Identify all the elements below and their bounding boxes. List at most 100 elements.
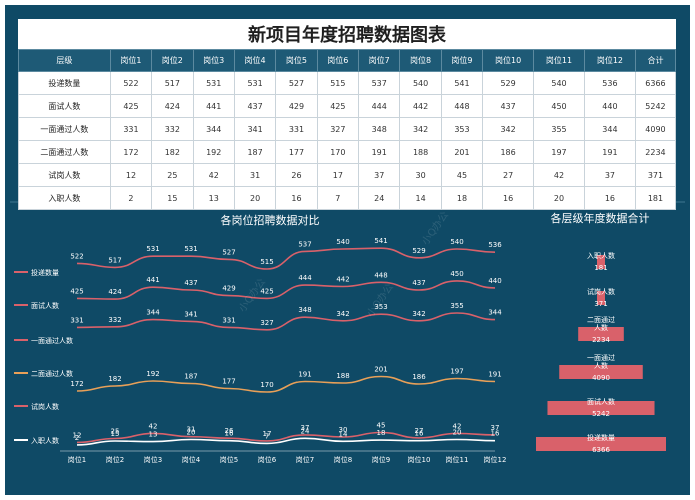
data-label: 17: [263, 430, 272, 438]
row-label: 一面通过人数: [18, 117, 111, 141]
x-tick-label: 岗位8: [334, 455, 352, 464]
table-header-cell: 岗位11: [533, 49, 585, 72]
table-cell: 344: [583, 117, 636, 141]
table-cell: 14: [399, 186, 442, 210]
table-cell: 540: [533, 71, 585, 95]
table-cell: 7: [316, 186, 360, 210]
data-label: 441: [146, 276, 159, 284]
data-label: 332: [108, 316, 121, 324]
funnel-bar: [578, 327, 624, 341]
table-cell: 425: [109, 94, 153, 118]
table-cell: 177: [275, 140, 318, 164]
table-cell: 24: [358, 186, 401, 210]
row-label: 投递数量: [18, 71, 111, 95]
data-label: 186: [412, 373, 426, 381]
table-cell: 172: [109, 140, 153, 164]
data-label: 12: [73, 431, 82, 439]
data-label: 341: [184, 310, 197, 318]
table-cell: 444: [358, 94, 401, 118]
table-cell: 188: [399, 140, 442, 164]
table-cell: 529: [482, 71, 535, 95]
table-cell: 4090: [634, 117, 677, 141]
data-label: 16: [491, 430, 500, 438]
table-cell: 186: [482, 140, 535, 164]
table-cell: 348: [358, 117, 401, 141]
row-label: 入职人数: [18, 186, 111, 210]
data-label: 170: [260, 381, 273, 389]
funnel-label: 面试人数: [587, 397, 615, 406]
data-label: 7: [265, 432, 269, 440]
table-cell: 27: [482, 163, 535, 187]
table-cell: 6366: [634, 71, 677, 95]
table-cell: 437: [233, 94, 277, 118]
data-label: 42: [149, 422, 158, 430]
data-label: 197: [450, 368, 463, 376]
data-label: 541: [374, 237, 387, 245]
data-label: 540: [450, 238, 463, 246]
table-cell: 540: [399, 71, 442, 95]
table-cell: 201: [440, 140, 484, 164]
funnel-bar: [547, 401, 655, 415]
data-label: 31: [187, 426, 196, 434]
table-cell: 522: [109, 71, 153, 95]
x-tick-label: 岗位10: [408, 455, 431, 464]
table-cell: 437: [482, 94, 535, 118]
table-header-level: 层级: [18, 49, 111, 72]
data-label: 444: [298, 274, 312, 282]
data-label: 25: [111, 428, 120, 436]
data-label: 172: [70, 380, 83, 388]
x-tick-label: 岗位9: [372, 455, 390, 464]
data-label: 327: [260, 319, 273, 327]
data-label: 344: [146, 309, 160, 317]
table-cell: 37: [358, 163, 401, 187]
data-label: 177: [222, 378, 235, 386]
table-row: 面试人数 425 424 441 437 429 425 444 442 448 437 450 440…: [18, 94, 677, 118]
table-cell: 442: [399, 94, 442, 118]
series-line: [76, 437, 496, 446]
data-label: 45: [377, 422, 386, 430]
table-cell: 182: [151, 140, 194, 164]
table-cell: 536: [583, 71, 636, 95]
table-cell: 332: [151, 117, 194, 141]
x-tick-label: 岗位7: [296, 455, 314, 464]
table-header-cell: 岗位3: [192, 49, 235, 72]
table-row: 投递数量 522 517 531 531 527 515 537 540 541 529 540 536…: [18, 71, 677, 95]
data-label: 37: [491, 424, 500, 432]
data-label: 37: [301, 424, 310, 432]
funnel-label: 试岗人数: [587, 287, 615, 296]
funnel-value: 371: [594, 300, 607, 308]
table-header-cell: 岗位6: [316, 49, 360, 72]
data-label: 522: [70, 252, 83, 260]
page-title: 新项目年度招聘数据图表: [18, 19, 676, 49]
table-cell: 531: [192, 71, 235, 95]
table-cell: 425: [316, 94, 360, 118]
data-label: 442: [336, 276, 349, 284]
table-row: 二面通过人数 172 182 192 187 177 170 191 188 201 186 197 1…: [18, 140, 677, 164]
table-header-cell: 岗位9: [440, 49, 484, 72]
table-cell: 429: [275, 94, 318, 118]
data-label: 20: [453, 429, 462, 437]
data-label: 331: [222, 316, 235, 324]
table-cell: 16: [583, 186, 636, 210]
x-tick-label: 岗位4: [182, 455, 201, 464]
data-label: 531: [184, 245, 197, 253]
data-label: 14: [339, 430, 348, 438]
table-cell: 5242: [634, 94, 677, 118]
table-row: 入职人数 2 15 13 20 16 7 24 14 18 16 20 16 181: [18, 186, 677, 210]
data-label: 188: [336, 372, 349, 380]
data-label: 531: [146, 245, 159, 253]
funnel-label: 人数: [594, 361, 608, 370]
data-label: 437: [412, 279, 425, 287]
data-label: 16: [415, 430, 424, 438]
legend-label: 一面通过人数: [31, 336, 73, 345]
data-label: 429: [222, 285, 235, 293]
table-cell: 15: [151, 186, 194, 210]
table-cell: 331: [275, 117, 318, 141]
table-cell: 170: [316, 140, 360, 164]
table-cell: 197: [533, 140, 585, 164]
table-cell: 341: [233, 117, 277, 141]
table-cell: 441: [192, 94, 235, 118]
table-cell: 16: [482, 186, 535, 210]
data-label: 331: [70, 316, 83, 324]
table-header-cell: 合计: [634, 49, 677, 72]
